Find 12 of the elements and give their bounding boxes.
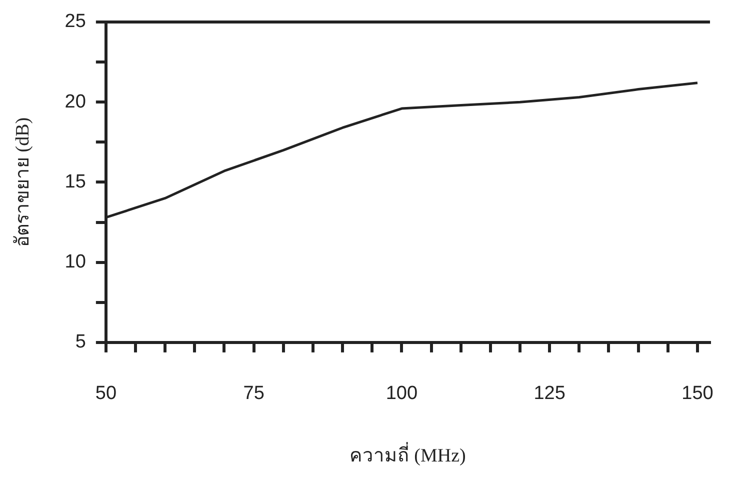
x-tick-label: 75: [243, 383, 264, 404]
x-tick-label: 125: [534, 383, 566, 404]
y-tick-label: 20: [64, 91, 86, 112]
x-axis-title: ความถี่ (MHz): [349, 442, 466, 467]
y-tick-label: 25: [64, 11, 86, 32]
x-tick-label: 150: [682, 383, 714, 404]
x-tick-label: 50: [95, 383, 117, 404]
y-tick-label: 5: [75, 332, 86, 353]
x-tick-label: 100: [386, 383, 418, 404]
y-tick-label: 15: [64, 171, 86, 192]
y-tick-label: 10: [64, 252, 86, 273]
y-axis-title: อัตราขยาย (dB): [12, 117, 34, 247]
